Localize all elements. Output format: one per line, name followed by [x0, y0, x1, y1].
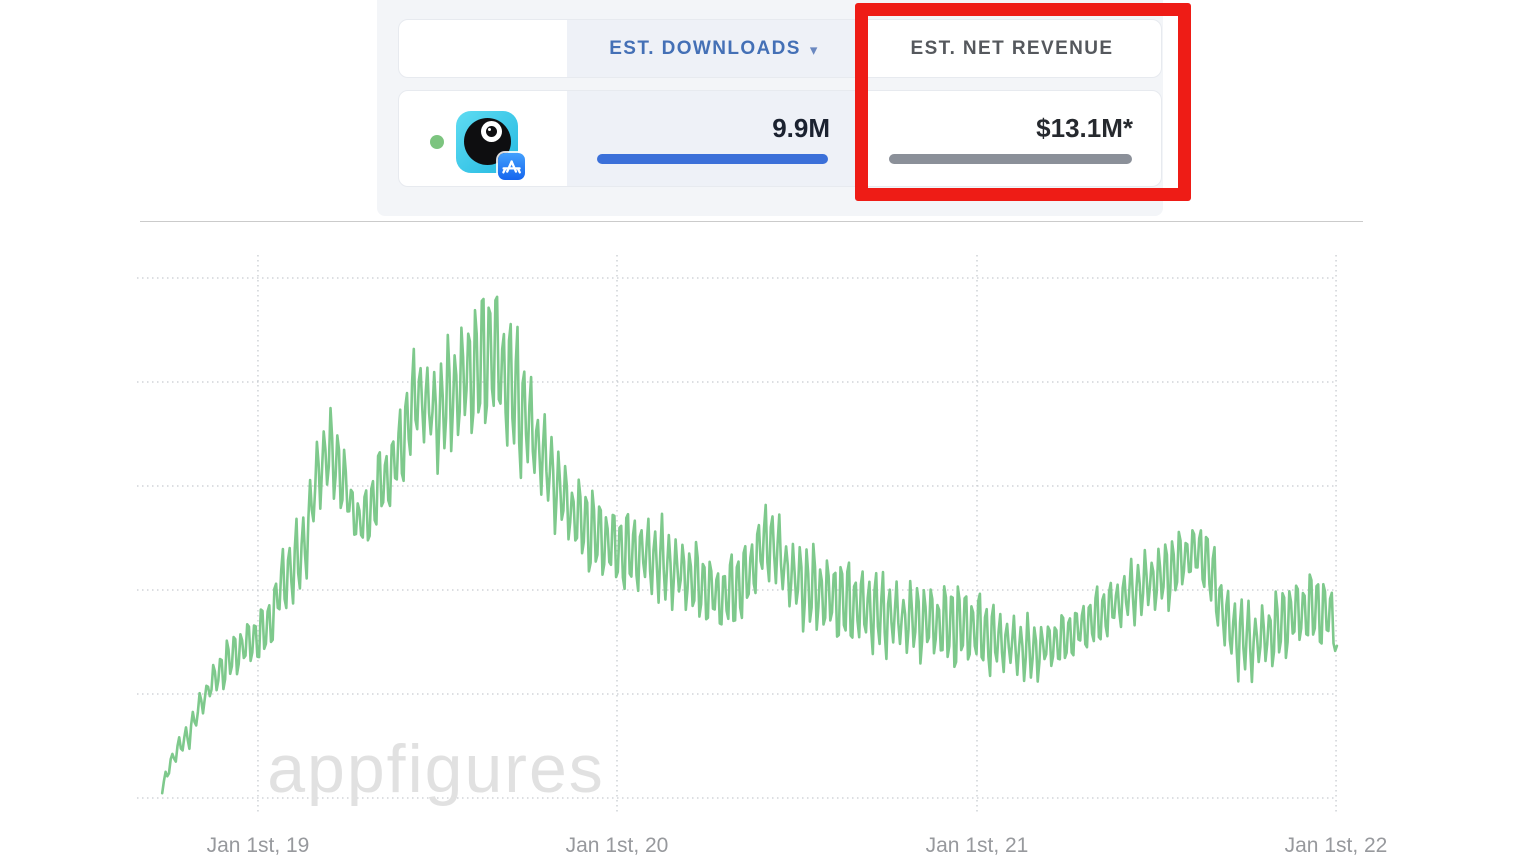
app-icon[interactable]	[456, 111, 525, 180]
downloads-trend-chart[interactable]: appfigures Jan 1st, 19 Jan 1st, 20 Jan 1…	[0, 230, 1536, 864]
x-axis-label: Jan 1st, 19	[207, 834, 310, 857]
downloads-value: 9.9M	[772, 113, 830, 143]
x-axis-label: Jan 1st, 20	[566, 834, 669, 857]
chart-gridlines	[137, 255, 1337, 815]
downloads-bar	[597, 154, 828, 164]
watermark: appfigures	[267, 731, 605, 807]
camera-eye-icon	[481, 121, 502, 142]
downloads-column-tint	[567, 20, 861, 77]
revenue-bar	[889, 154, 1132, 164]
highlight-annotation	[855, 3, 1191, 201]
table-header-row: EST. DOWNLOADS ▾ EST. NET REVENUE	[398, 19, 1162, 78]
app-store-badge-icon	[498, 153, 525, 180]
downloads-column-tint	[567, 91, 861, 186]
downloads-column-header[interactable]: EST. DOWNLOADS ▾	[567, 20, 861, 77]
downloads-line-series	[160, 295, 1339, 795]
table-row: 9.9M $13.1M*	[398, 90, 1162, 187]
revenue-value: $13.1M*	[1036, 113, 1133, 143]
section-divider	[140, 221, 1363, 222]
x-axis-label: Jan 1st, 21	[926, 834, 1029, 857]
downloads-header-label: EST. DOWNLOADS	[609, 37, 801, 59]
revenue-column-header[interactable]: EST. NET REVENUE	[861, 20, 1161, 77]
x-axis-label: Jan 1st, 22	[1285, 834, 1388, 857]
app-status-dot	[430, 135, 444, 149]
revenue-header-label: EST. NET REVENUE	[910, 37, 1114, 59]
x-axis: Jan 1st, 19 Jan 1st, 20 Jan 1st, 21 Jan …	[207, 834, 1388, 857]
sort-caret-icon: ▾	[809, 41, 819, 59]
